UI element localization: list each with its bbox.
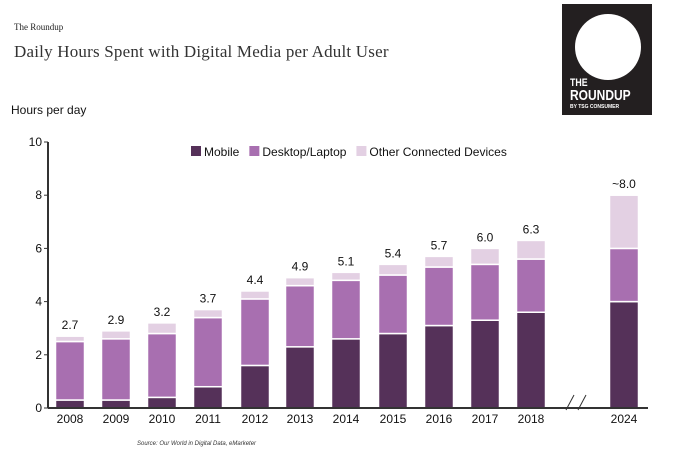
bar-segment-mobile xyxy=(515,311,547,409)
logo: THE ROUNDUP BY TSG CONSUMER xyxy=(562,4,652,115)
total-label: ~8.0 xyxy=(612,177,636,191)
bar-segment-desktop-laptop xyxy=(608,247,640,303)
total-label: 2.7 xyxy=(62,318,79,332)
source-note: Source: Our World in Digital Data, eMark… xyxy=(137,441,257,447)
bar-segment-desktop-laptop xyxy=(423,266,455,327)
total-label: 3.7 xyxy=(200,292,217,306)
logo-line-2: ROUNDUP xyxy=(570,87,631,104)
y-tick-label: 0 xyxy=(35,401,42,415)
legend-label: Mobile xyxy=(204,145,240,159)
x-tick-label: 2012 xyxy=(242,412,269,426)
bar-segment-mobile xyxy=(377,332,409,409)
x-tick-label: 2015 xyxy=(380,412,407,426)
bar-segment-mobile xyxy=(330,338,362,409)
logo-line-3: BY TSG CONSUMER xyxy=(570,104,620,110)
total-label: 4.4 xyxy=(247,273,264,287)
y-tick-label: 10 xyxy=(29,135,43,149)
bar-segment-other-connected-devices xyxy=(284,276,316,287)
bar-segment-mobile xyxy=(239,364,271,409)
total-label: 4.9 xyxy=(292,260,309,274)
x-tick-label: 2009 xyxy=(103,412,130,426)
bar-segment-mobile xyxy=(100,399,132,409)
axis-break-mark xyxy=(577,394,587,411)
total-label: 5.4 xyxy=(385,246,402,260)
legend-swatch xyxy=(249,146,260,156)
logo-line-1: THE xyxy=(570,77,588,89)
bar-segment-other-connected-devices xyxy=(239,290,271,300)
bar-segment-mobile xyxy=(54,399,86,409)
bar-segment-desktop-laptop xyxy=(330,279,362,340)
bar-segment-desktop-laptop xyxy=(146,332,178,399)
brand-name: The Roundup xyxy=(14,22,64,32)
bar-segment-mobile xyxy=(146,396,178,409)
total-label: 3.2 xyxy=(154,305,171,319)
x-tick-label: 2018 xyxy=(518,412,545,426)
bar-segment-other-connected-devices xyxy=(515,239,547,260)
bar-segment-mobile xyxy=(284,346,316,409)
bar-segment-other-connected-devices xyxy=(377,263,409,276)
logo-circle xyxy=(575,14,641,80)
x-tick-label: 2016 xyxy=(426,412,453,426)
legend-swatch xyxy=(191,146,201,156)
bar-segment-other-connected-devices xyxy=(330,271,362,282)
total-label: 6.3 xyxy=(523,222,540,236)
bar-segment-desktop-laptop xyxy=(239,298,271,367)
bar-segment-other-connected-devices xyxy=(192,308,224,319)
axis-break-mark xyxy=(565,394,575,411)
chart-title: Daily Hours Spent with Digital Media per… xyxy=(14,42,389,61)
bar-segment-desktop-laptop xyxy=(377,274,409,335)
y-tick-label: 8 xyxy=(35,188,42,202)
bar-segment-desktop-laptop xyxy=(54,340,86,401)
total-label: 6.0 xyxy=(477,230,494,244)
bar-segment-desktop-laptop xyxy=(284,284,316,348)
bar-segment-desktop-laptop xyxy=(469,263,501,321)
bar-segment-other-connected-devices xyxy=(146,322,178,335)
bar-segment-desktop-laptop xyxy=(100,338,132,401)
total-label: 5.1 xyxy=(338,254,355,268)
bar-segment-other-connected-devices xyxy=(423,255,455,268)
x-tick-label: 2017 xyxy=(472,412,499,426)
bar-segment-mobile xyxy=(608,300,640,409)
x-tick-label: 2013 xyxy=(287,412,314,426)
legend-label: Desktop/Laptop xyxy=(262,145,346,159)
bar-segment-other-connected-devices xyxy=(608,194,640,250)
bar-segment-desktop-laptop xyxy=(192,316,224,388)
y-axis-label: Hours per day xyxy=(11,103,87,117)
y-tick-label: 6 xyxy=(35,241,42,255)
bar-segment-mobile xyxy=(469,319,501,409)
legend-swatch xyxy=(356,146,367,156)
bar-segment-mobile xyxy=(192,385,224,409)
total-label: 5.7 xyxy=(431,238,448,252)
bar-segment-other-connected-devices xyxy=(469,247,501,266)
x-tick-label: 2011 xyxy=(195,412,221,426)
y-tick-label: 2 xyxy=(35,348,42,362)
bar-segment-mobile xyxy=(423,324,455,409)
y-tick-label: 4 xyxy=(35,295,42,309)
x-tick-label: 2024 xyxy=(611,412,638,426)
x-tick-label: 2008 xyxy=(57,412,84,426)
x-tick-label: 2010 xyxy=(149,412,176,426)
legend-label: Other Connected Devices xyxy=(369,145,506,159)
bar-segment-other-connected-devices xyxy=(100,330,132,340)
x-tick-label: 2014 xyxy=(333,412,360,426)
bar-segment-other-connected-devices xyxy=(54,335,86,343)
bar-segment-desktop-laptop xyxy=(515,258,547,313)
total-label: 2.9 xyxy=(108,313,125,327)
